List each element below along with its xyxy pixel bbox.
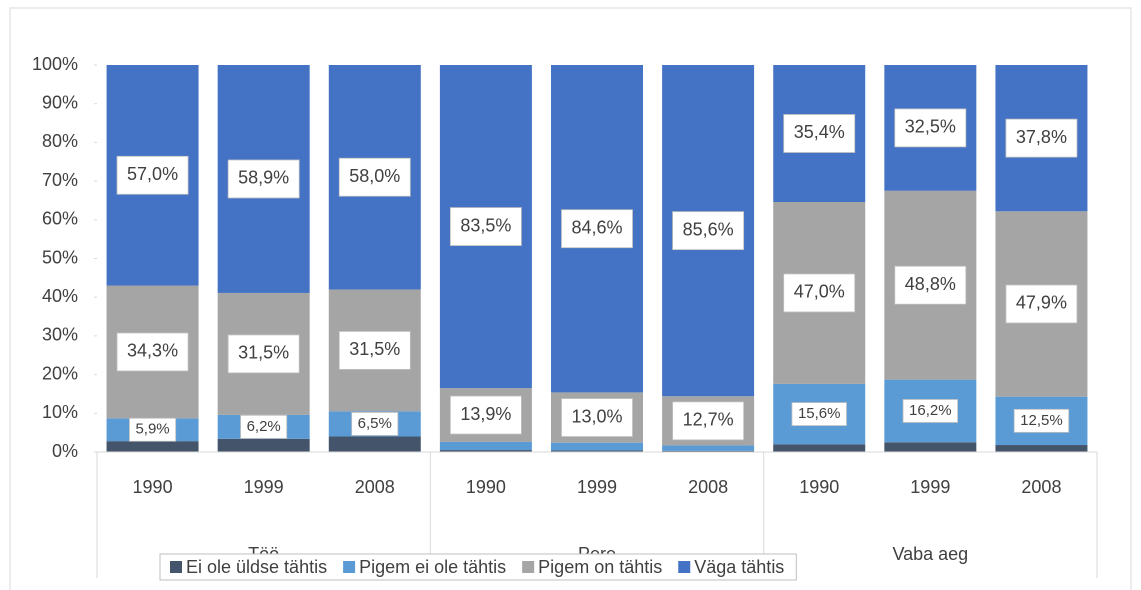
- data-label-box: [1005, 284, 1078, 324]
- data-label: 83,5%: [460, 215, 511, 235]
- bar-segment: [884, 442, 977, 452]
- x-tick-label: 1999: [910, 477, 950, 497]
- data-label: 37,8%: [1016, 127, 1067, 147]
- data-label-box: [129, 417, 177, 442]
- data-label: 12,7%: [683, 410, 734, 430]
- x-tick-label: 2008: [355, 477, 395, 497]
- group-label: Vaba aeg: [892, 544, 968, 564]
- data-label: 47,0%: [794, 282, 845, 302]
- bar-segment: [106, 441, 199, 452]
- legend-box: [159, 553, 797, 581]
- bar-segment: [328, 436, 421, 452]
- data-label: 5,9%: [135, 421, 169, 438]
- data-label-box: [672, 211, 745, 251]
- legend-swatch: [170, 561, 182, 573]
- data-label: 15,6%: [798, 405, 841, 422]
- data-label: 57,0%: [127, 164, 178, 184]
- data-label: 6,5%: [358, 415, 392, 432]
- bar-segment: [995, 445, 1088, 452]
- bar-segment: [662, 450, 755, 452]
- y-tick-label: 70%: [42, 170, 78, 190]
- data-label: 6,2%: [247, 418, 281, 435]
- data-label-box: [902, 399, 959, 423]
- data-label-box: [1005, 118, 1078, 158]
- legend-label: Väga tähtis: [694, 557, 784, 577]
- bar-segment: [217, 438, 310, 452]
- data-label: 84,6%: [571, 217, 622, 237]
- x-tick-label: 2008: [1021, 477, 1061, 497]
- y-tick-label: 20%: [42, 363, 78, 383]
- x-tick-label: 1990: [466, 477, 506, 497]
- x-tick-label: 1990: [799, 477, 839, 497]
- data-label: 85,6%: [683, 219, 734, 239]
- y-tick-label: 80%: [42, 131, 78, 151]
- data-label: 13,0%: [571, 406, 622, 426]
- data-label-box: [561, 398, 633, 437]
- y-tick-label: 40%: [42, 286, 78, 306]
- data-label-box: [116, 332, 189, 372]
- data-label: 34,3%: [127, 341, 178, 361]
- data-label-box: [449, 395, 522, 435]
- data-label-box: [1013, 408, 1070, 433]
- data-label-box: [227, 159, 300, 199]
- data-label: 48,8%: [905, 274, 956, 294]
- bar-segment: [773, 444, 866, 452]
- data-label: 16,2%: [909, 402, 952, 419]
- data-label: 13,9%: [460, 404, 511, 424]
- data-label: 32,5%: [905, 117, 956, 137]
- legend-label: Pigem on tähtis: [538, 557, 662, 577]
- data-label: 31,5%: [238, 343, 289, 363]
- data-label-box: [783, 114, 856, 153]
- y-tick-label: 30%: [42, 325, 78, 345]
- data-label: 31,5%: [349, 339, 400, 359]
- x-tick-label: 1990: [133, 477, 173, 497]
- data-label: 47,9%: [1016, 293, 1067, 313]
- legend-label: Pigem ei ole tähtis: [359, 557, 506, 577]
- bar-segment: [662, 445, 755, 451]
- legend-label: Ei ole üldse tähtis: [186, 557, 327, 577]
- bar-segment: [439, 441, 532, 451]
- data-label: 58,0%: [349, 166, 400, 186]
- data-label-box: [672, 401, 745, 441]
- y-tick-label: 60%: [42, 209, 78, 229]
- y-tick-label: 10%: [42, 402, 78, 422]
- data-label-box: [351, 412, 399, 436]
- data-label-box: [561, 209, 633, 249]
- bar-segment: [551, 450, 643, 452]
- legend-swatch: [522, 561, 535, 573]
- y-tick-label: 90%: [42, 92, 78, 112]
- data-label: 58,9%: [238, 168, 289, 188]
- data-label: 35,4%: [794, 122, 845, 142]
- legend-swatch: [343, 561, 356, 573]
- y-tick-label: 0%: [52, 441, 78, 461]
- data-label-box: [894, 265, 967, 305]
- data-label-box: [116, 155, 189, 195]
- data-label-box: [338, 157, 411, 197]
- data-label-box: [338, 331, 411, 370]
- y-tick-label: 100%: [32, 54, 78, 74]
- data-label-box: [227, 334, 300, 374]
- data-label: 12,5%: [1020, 412, 1063, 429]
- bar-segment: [551, 442, 643, 451]
- data-label-box: [894, 108, 967, 148]
- data-label-box: [783, 273, 856, 313]
- data-label-box: [449, 207, 522, 246]
- bar-segment: [439, 450, 532, 452]
- x-tick-label: 1999: [577, 477, 617, 497]
- x-tick-label: 2008: [688, 477, 728, 497]
- data-label-box: [791, 402, 847, 426]
- legend-swatch: [678, 561, 691, 573]
- data-label-box: [240, 414, 288, 439]
- x-tick-label: 1999: [244, 477, 284, 497]
- y-tick-label: 50%: [42, 247, 78, 267]
